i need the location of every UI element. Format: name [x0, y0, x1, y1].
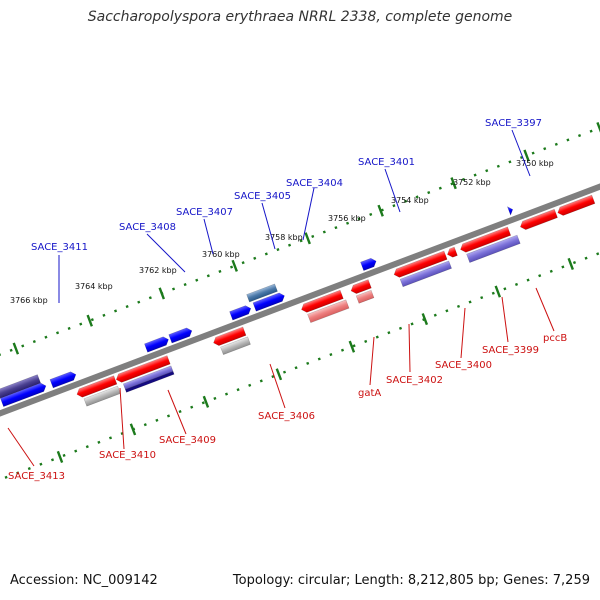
- reverse-leaders: [7, 287, 555, 467]
- gene-arrow: [307, 299, 350, 324]
- forward-gene-labels: SACE_3411 SACE_3408 SACE_3407 SACE_3405 …: [31, 118, 542, 253]
- gene-label: SACE_3400: [435, 360, 492, 371]
- ruler-label: 3758 kbp: [265, 233, 303, 242]
- ruler-label: 3754 kbp: [391, 196, 429, 205]
- map-title: Saccharopolyspora erythraea NRRL 2338, c…: [87, 9, 513, 25]
- gene-arrow: [520, 208, 558, 230]
- gene-label: SACE_3397: [485, 118, 542, 129]
- genome-backbone: [0, 120, 600, 480]
- genome-summary-text: Topology: circular; Length: 8,212,805 bp…: [232, 573, 590, 588]
- gene-label: pccB: [543, 333, 567, 344]
- gene-label: SACE_3406: [258, 411, 315, 422]
- gene-arrow: [246, 283, 278, 303]
- reverse-gene-labels: SACE_3413 SACE_3410 SACE_3409 SACE_3406 …: [8, 333, 567, 482]
- gene-label: SACE_3402: [386, 375, 443, 386]
- gene-arrow: [506, 206, 514, 216]
- gene-arrow: [399, 260, 452, 288]
- gene-label: SACE_3408: [119, 222, 176, 233]
- gene-arrow: [213, 326, 247, 346]
- gene-label: SACE_3404: [286, 178, 343, 189]
- accession-text: Accession: NC_009142: [10, 573, 158, 588]
- inner-major-ticks: [56, 257, 574, 464]
- gene-arrow: [0, 382, 47, 407]
- ruler-label: 3762 kbp: [139, 266, 177, 275]
- ruler-label: 3752 kbp: [453, 178, 491, 187]
- gene-label: SACE_3401: [358, 157, 415, 168]
- gene-arrow: [460, 226, 512, 253]
- gene-label: SACE_3407: [176, 207, 233, 218]
- gene-arrow: [125, 371, 175, 393]
- gene-arrow: [393, 250, 448, 278]
- gene-arrow: [229, 305, 252, 321]
- gene-label: SACE_3413: [8, 471, 65, 482]
- gene-arrow: [355, 289, 375, 304]
- gene-arrow: [49, 371, 77, 389]
- ruler-labels: 3766 kbp 3764 kbp 3762 kbp 3760 kbp 3758…: [10, 159, 554, 305]
- gene-arrow: [350, 279, 372, 294]
- gene-arrow: [144, 336, 169, 353]
- ruler-label: 3766 kbp: [10, 296, 48, 305]
- gene-label: gatA: [358, 388, 381, 399]
- forward-genes: [0, 206, 514, 407]
- ruler-label: 3760 kbp: [202, 250, 240, 259]
- ruler-label: 3750 kbp: [516, 159, 554, 168]
- gene-label: SACE_3411: [31, 242, 88, 253]
- gene-arrow: [168, 327, 193, 344]
- gene-arrow: [252, 292, 285, 312]
- gene-label: SACE_3409: [159, 435, 216, 446]
- gene-label: SACE_3405: [234, 191, 291, 202]
- gene-label: SACE_3410: [99, 450, 156, 461]
- gene-arrow: [466, 234, 521, 263]
- reverse-genes: [76, 194, 596, 407]
- gene-arrow: [447, 246, 458, 258]
- gene-arrow: [115, 355, 171, 383]
- gene-arrow: [557, 194, 596, 216]
- gene-arrow: [220, 336, 251, 355]
- ruler-label: 3764 kbp: [75, 282, 113, 291]
- gene-arrow: [301, 289, 344, 313]
- forward-leaders: [58, 129, 531, 303]
- ruler-label: 3756 kbp: [328, 214, 366, 223]
- gene-arrow: [76, 375, 118, 398]
- gene-label: SACE_3399: [482, 345, 539, 356]
- gene-arrow: [360, 257, 377, 271]
